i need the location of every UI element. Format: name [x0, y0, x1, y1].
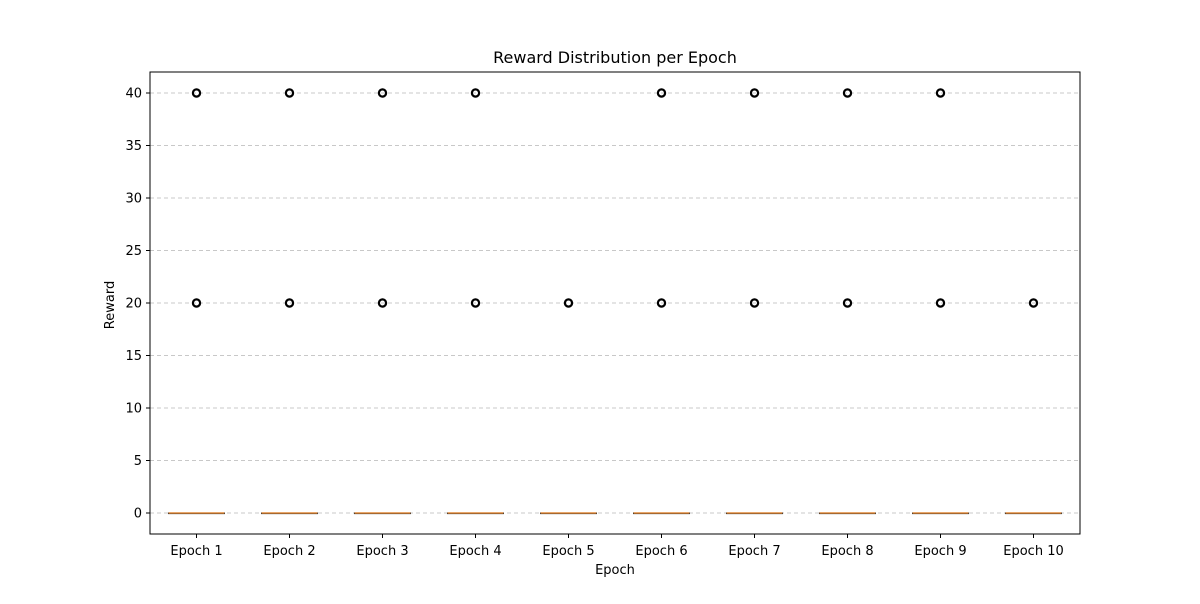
outlier-point [749, 298, 760, 308]
y-tick-label: 10 [125, 402, 142, 417]
outlier-point [656, 88, 667, 98]
y-axis-title: Reward [103, 281, 118, 329]
x-tick-label: Epoch 6 [635, 544, 687, 559]
y-tick-label: 30 [125, 192, 142, 207]
x-tick-label: Epoch 1 [170, 544, 222, 559]
outlier-point [842, 88, 853, 98]
outliers [191, 88, 1039, 308]
outlier-point [470, 298, 481, 308]
outlier-point [284, 88, 295, 98]
x-tick-label: Epoch 9 [914, 544, 966, 559]
outlier-point [842, 298, 853, 308]
x-tick-label: Epoch 5 [542, 544, 594, 559]
x-axis-ticks: Epoch 1 Epoch 2 Epoch 3 Epoch 4 Epoch 5 Epoch… [170, 534, 1064, 559]
x-tick-label: Epoch 2 [263, 544, 315, 559]
x-tick-label: Epoch 4 [449, 544, 501, 559]
x-tick-label: Epoch 7 [728, 544, 780, 559]
outlier-point [1028, 298, 1039, 308]
x-tick-label: Epoch 10 [1003, 544, 1063, 559]
grid-lines [150, 92, 1080, 514]
outlier-point [935, 88, 946, 98]
outlier-point [377, 298, 388, 308]
y-tick-label: 25 [125, 244, 142, 259]
outlier-point [191, 88, 202, 98]
outlier-point [749, 88, 760, 98]
y-tick-label: 0 [134, 507, 142, 522]
x-axis-title: Epoch [595, 563, 635, 578]
y-axis-ticks: 0 5 10 15 20 25 30 35 40 [125, 87, 150, 522]
outlier-point [191, 298, 202, 308]
outlier-point [935, 298, 946, 308]
y-tick-label: 15 [125, 349, 142, 364]
boxes [168, 512, 1062, 515]
outlier-point [563, 298, 574, 308]
y-tick-label: 5 [134, 454, 142, 469]
x-tick-label: Epoch 3 [356, 544, 408, 559]
outlier-point [470, 88, 481, 98]
outlier-point [284, 298, 295, 308]
y-tick-label: 20 [125, 297, 142, 312]
y-tick-label: 40 [125, 87, 142, 102]
y-tick-label: 35 [125, 139, 142, 154]
chart-title: Reward Distribution per Epoch [493, 48, 737, 67]
outlier-point [656, 298, 667, 308]
x-tick-label: Epoch 8 [821, 544, 873, 559]
outlier-point [377, 88, 388, 98]
